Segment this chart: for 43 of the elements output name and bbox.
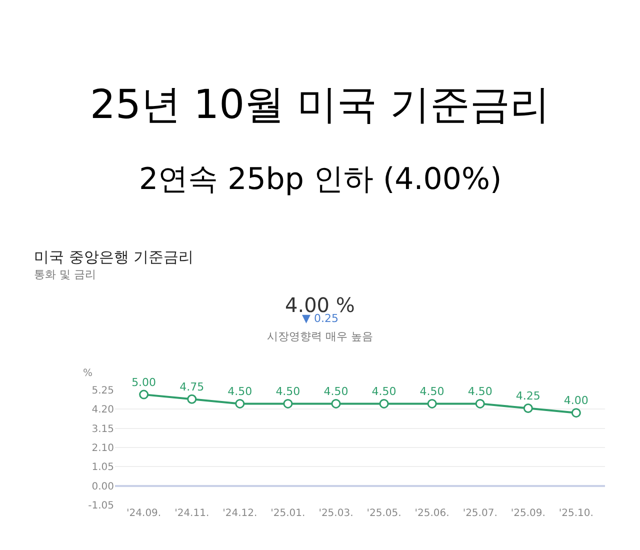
data-label: 4.00 (564, 394, 588, 408)
point (523, 404, 533, 413)
data-label: 4.50 (276, 384, 300, 398)
point (283, 398, 293, 408)
chart-subtitle: 2연속 25bp 인하 (4.00%) (139, 162, 502, 197)
point (139, 390, 149, 400)
data-label: 4.50 (468, 384, 492, 398)
y-tick-label: 2.10 (92, 443, 114, 454)
x-tick-label: '25.10. (558, 508, 594, 519)
y-axis-title: % (83, 368, 93, 379)
chart-title: 25년 10월 미국 기준금리 (90, 82, 550, 128)
x-tick-label: '24.09. (126, 508, 162, 519)
data-label: 4.50 (420, 384, 444, 398)
data-label: 4.50 (228, 384, 252, 398)
data-label: 4.50 (324, 384, 348, 398)
point (379, 398, 389, 408)
x-tick-label: '25.01. (270, 508, 306, 519)
x-tick-label: '24.12. (222, 508, 258, 519)
x-tick-label: '25.03. (318, 508, 354, 519)
y-tick-label: 5.25 (92, 386, 114, 396)
y-tick-label: 3.15 (92, 424, 114, 435)
data-label: 4.75 (180, 380, 204, 394)
y-tick-label: -1.05 (88, 500, 114, 512)
point (571, 408, 581, 418)
x-tick-label: '25.09. (510, 508, 546, 519)
x-tick-label: '25.06. (414, 508, 450, 519)
text: 시장영향력 매우 높음 (267, 330, 373, 343)
x-tick-label: '25.05. (366, 508, 402, 519)
x-tick-label: '25.07. (462, 508, 498, 519)
x-tick-label: '24.11. (174, 508, 210, 519)
point (427, 398, 437, 408)
y-tick-label: 4.20 (92, 404, 114, 416)
text: 미국 중앙은행 기준금리 (34, 248, 194, 266)
data-label: 4.50 (372, 384, 396, 398)
point (187, 394, 197, 404)
y-tick-label: 1.05 (92, 462, 114, 474)
text: 통화 및 금리 (34, 268, 96, 281)
point (475, 398, 485, 408)
data-label: 5.00 (132, 376, 156, 389)
data-label: 4.25 (516, 390, 540, 402)
y-tick-label: 0.00 (92, 481, 114, 492)
point (331, 398, 341, 408)
point (235, 398, 245, 408)
